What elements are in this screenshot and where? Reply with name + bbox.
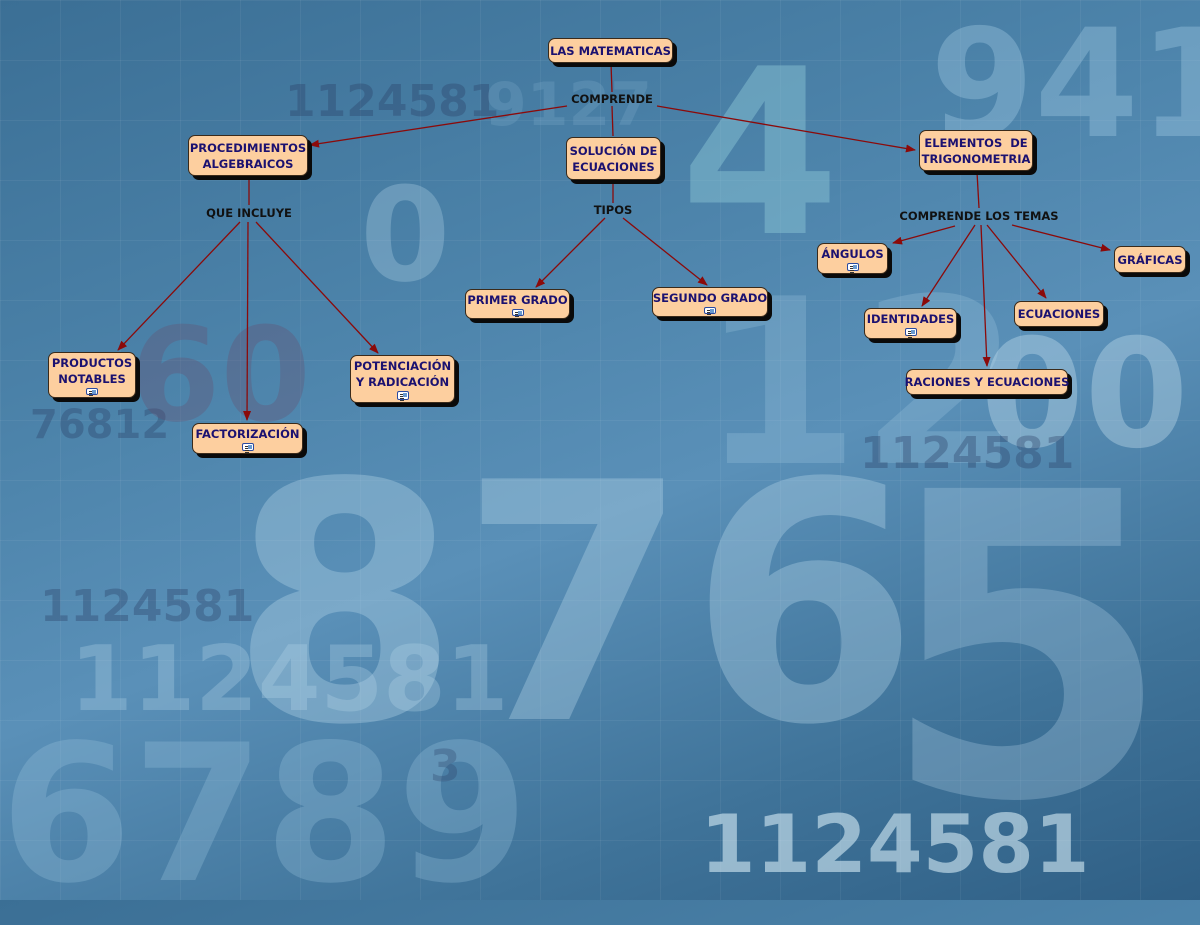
link-line	[309, 105, 568, 148]
node-label: ÁNGULOS	[821, 247, 884, 261]
node-label: IDENTIDADES	[866, 312, 955, 326]
node-label: ALGEBRAICOS	[202, 156, 294, 171]
link-line	[1011, 224, 1111, 252]
concept-node-primer[interactable]: PRIMER GRADO	[465, 289, 570, 319]
concept-node-segundo[interactable]: SEGUNDO GRADO	[652, 287, 768, 317]
document-icon[interactable]	[904, 328, 917, 338]
link-label-comprende-los-temas[interactable]: COMPRENDE LOS TEMAS	[899, 209, 1059, 223]
concept-node-trigonometria[interactable]: ELEMENTOS DE TRIGONOMETRIA	[919, 130, 1033, 171]
link-label-que-incluye[interactable]: QUE INCLUYE	[206, 206, 292, 220]
concept-node-potenciacion[interactable]: POTENCIACIÓN Y RADICACIÓN	[350, 355, 455, 403]
link-line	[535, 217, 606, 288]
node-label: TRIGONOMETRIA	[921, 151, 1031, 166]
concept-node-productos[interactable]: PRODUCTOS NOTABLES	[48, 352, 136, 398]
node-label: PRODUCTOS	[51, 356, 133, 370]
link-line	[622, 217, 708, 286]
node-label: SEGUNDO GRADO	[652, 291, 768, 305]
concept-node-solucion[interactable]: SOLUCIÓN DE ECUACIONES	[566, 137, 661, 180]
link-line	[892, 225, 956, 245]
concept-node-graficas[interactable]: GRÁFICAS	[1114, 246, 1186, 273]
concept-node-angulos[interactable]: ÁNGULOS	[817, 243, 888, 274]
link-line	[611, 105, 614, 137]
concept-node-raciones[interactable]: RACIONES Y ECUACIONES	[904, 369, 1070, 395]
link-line	[921, 224, 976, 307]
concept-links	[117, 62, 1111, 421]
link-line	[610, 62, 613, 93]
link-line	[980, 224, 991, 367]
node-label: FACTORIZACIÓN	[195, 427, 300, 441]
node-label: ECUACIONES	[1017, 307, 1101, 321]
document-icon[interactable]	[241, 443, 254, 453]
link-line	[976, 171, 980, 209]
concept-node-ecuaciones[interactable]: ECUACIONES	[1014, 301, 1104, 327]
link-label-tipos[interactable]: TIPOS	[593, 203, 633, 217]
node-label: LAS MATEMATICAS	[550, 43, 671, 58]
link-line	[986, 224, 1047, 299]
node-label: RACIONES Y ECUACIONES	[904, 375, 1070, 389]
node-label: PROCEDIMIENTOS	[189, 140, 307, 155]
document-icon[interactable]	[704, 307, 716, 317]
node-label: GRÁFICAS	[1117, 252, 1183, 267]
link-label-comprende[interactable]: COMPRENDE	[571, 92, 653, 106]
document-icon[interactable]	[86, 388, 98, 398]
node-label: SOLUCIÓN DE	[569, 143, 658, 158]
concept-node-identidades[interactable]: IDENTIDADES	[864, 308, 957, 339]
document-icon[interactable]	[846, 263, 859, 273]
link-line	[656, 105, 916, 153]
node-label: ECUACIONES	[572, 159, 655, 174]
node-label: POTENCIACIÓN	[353, 359, 452, 373]
concept-node-procedimientos[interactable]: PROCEDIMIENTOS ALGEBRAICOS	[188, 135, 308, 176]
node-label: PRIMER GRADO	[467, 293, 568, 307]
node-label: Y RADICACIÓN	[355, 375, 450, 389]
link-line	[117, 221, 241, 351]
node-label: NOTABLES	[58, 372, 126, 386]
document-icon[interactable]	[511, 309, 524, 319]
link-line	[243, 221, 252, 421]
concept-node-factorizacion[interactable]: FACTORIZACIÓN	[192, 423, 303, 454]
node-label: ELEMENTOS DE	[924, 135, 1028, 150]
document-icon[interactable]	[396, 391, 409, 401]
concept-node-matematicas[interactable]: LAS MATEMATICAS	[548, 38, 673, 63]
link-line	[255, 221, 379, 354]
